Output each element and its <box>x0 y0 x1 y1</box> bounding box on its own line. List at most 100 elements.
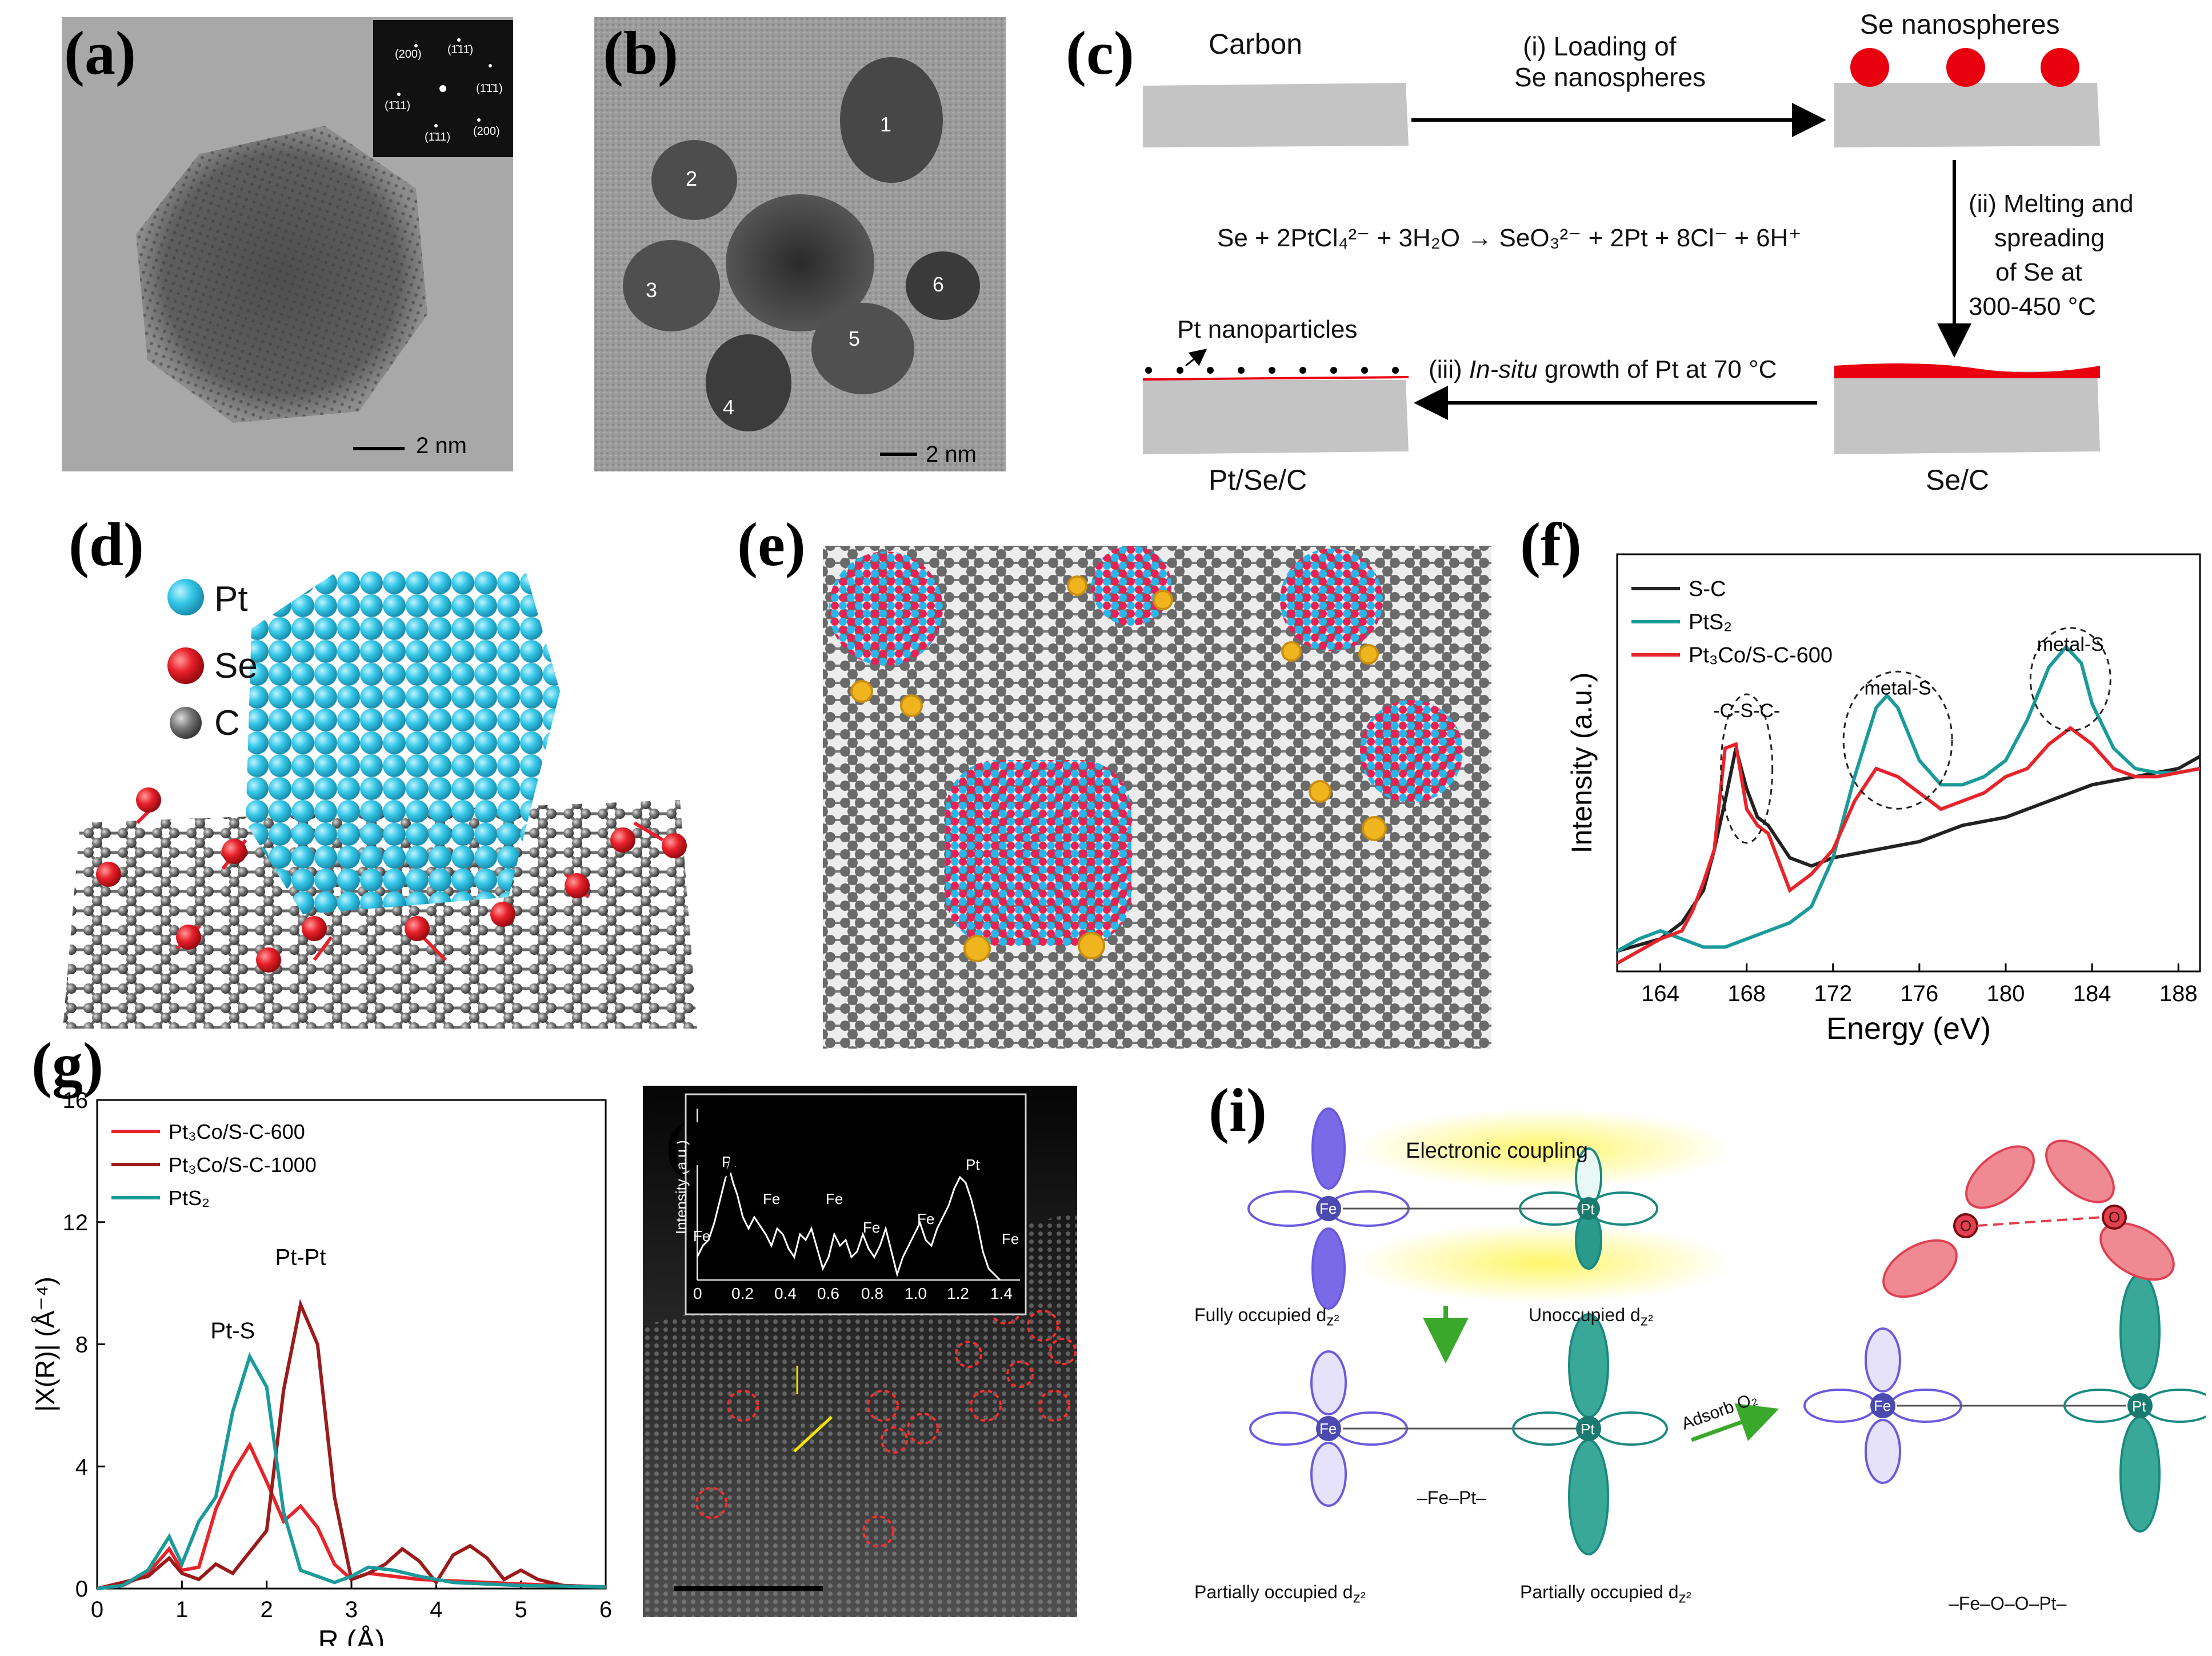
x-axis-label: R (Å) <box>318 1625 385 1646</box>
inset-peak-label: Fe <box>917 1210 935 1227</box>
annotation-label: metal-S <box>1865 677 1931 699</box>
annotation-label: -C-S-C- <box>1713 700 1780 722</box>
inset-tick: 0 <box>693 1285 702 1302</box>
inset-tick: 1.4 <box>990 1285 1013 1302</box>
fft-label: (1̄1̄1) <box>476 82 503 95</box>
fe-o-o-pt-label: –Fe–O–O–Pt– <box>1949 1593 2067 1614</box>
x-axis-label: Energy (eV) <box>1826 1011 1991 1046</box>
inset-tick: 1.0 <box>905 1285 927 1302</box>
inset-tick: 0.8 <box>861 1285 883 1302</box>
series-line <box>97 1352 606 1590</box>
panel-i-diagram: Electronic coupling Fe Pt Fully occupied… <box>1189 1086 2206 1651</box>
series-line <box>1616 644 2201 953</box>
particle-number: 3 <box>646 278 658 302</box>
step3-prefix: (iii) <box>1429 355 1469 383</box>
panel-e-letter: (e) <box>737 511 806 579</box>
o-atom-label: O <box>1960 1217 1972 1234</box>
fft-label: (1̄11̄) <box>447 43 474 56</box>
legend-label: Pt₃Co/S-C-1000 <box>169 1153 317 1177</box>
y-axis-label: |X(R)| (Å⁻⁴) <box>30 1277 60 1412</box>
legend-label: Pt₃Co/S-C-600 <box>1689 643 1833 667</box>
y-tick-label: 4 <box>75 1454 88 1479</box>
step1-label-line2: Se nanospheres <box>1514 62 1706 92</box>
step2-label-line2: spreading <box>1994 224 2105 252</box>
pt-se-c-label: Pt/Se/C <box>1209 464 1307 496</box>
fully-occupied-label: Fully occupied dz² <box>1194 1306 1339 1328</box>
annotation-label: Pt-S <box>210 1318 255 1343</box>
panel-c-letter: (c) <box>1066 19 1134 87</box>
inset-peak-label: Pt <box>966 1156 980 1173</box>
fe-atom-label: Fe <box>1319 1420 1337 1437</box>
step2-label-line4: 300-450 °C <box>1969 293 2097 321</box>
step2-label-line3: of Se at <box>1995 258 2082 286</box>
series-line <box>1616 726 2201 965</box>
se-c-label: Se/C <box>1926 464 1990 496</box>
step1-label-line1: (i) Loading of <box>1523 31 1677 61</box>
fully-occupied-sub: z² <box>1326 1311 1339 1329</box>
unoccupied-text: Unoccupied d <box>1529 1305 1641 1325</box>
y-axis-label: Intensity (a.u.) <box>1566 673 1598 854</box>
panel-i-letter: (i) <box>1209 1077 1267 1145</box>
panel-a-letter: (a) <box>64 19 136 87</box>
annotation-label: Pt-Pt <box>275 1245 326 1270</box>
panel-a-fft-inset: (200) (1̄11̄) (1̄11) (1̄1̄1) (1̄11) (200… <box>373 20 513 157</box>
inset-peak-label: Fe <box>693 1227 711 1245</box>
x-tick-label: 188 <box>2159 981 2198 1006</box>
x-tick-label: 6 <box>599 1597 612 1622</box>
legend-pt: Pt <box>214 579 248 619</box>
y-tick-label: 16 <box>63 1088 89 1113</box>
panel-b-tem-image: 1 2 3 4 5 6 2 nm <box>594 17 1006 471</box>
y-tick-label: 0 <box>75 1577 88 1602</box>
fe-atom-label: Fe <box>1874 1397 1891 1414</box>
fully-occupied-text: Fully occupied d <box>1194 1305 1327 1325</box>
legend-label: S-C <box>1689 577 1726 601</box>
x-tick-label: 172 <box>1814 981 1852 1006</box>
unoccupied-label: Unoccupied dz² <box>1529 1306 1653 1328</box>
x-tick-label: 2 <box>261 1597 273 1622</box>
panel-c-schematic: Carbon (i) Loading of Se nanospheres Se … <box>1063 0 2194 503</box>
inset-peak-label: Pt <box>722 1153 736 1170</box>
pt-atom-label: Pt <box>1581 1421 1595 1438</box>
inset-peak-label: Fe <box>826 1190 843 1207</box>
carbon-label: Carbon <box>1209 28 1302 60</box>
x-tick-label: 184 <box>2073 981 2111 1006</box>
legend-se: Se <box>214 646 258 686</box>
panel-f-letter: (f) <box>1520 511 1582 579</box>
step2-label-line1: (ii) Melting and <box>1969 190 2134 218</box>
series-line <box>97 1441 606 1590</box>
inset-peak-label: Fe <box>1002 1230 1019 1247</box>
panel-h-haadf-image: Intensity (a.u.) 0 0.2 0.4 0.6 0.8 1.0 1… <box>643 1086 1077 1617</box>
x-tick-label: 0 <box>91 1597 103 1622</box>
panel-h-letter: (h) <box>666 1111 741 1179</box>
annotation-ellipse <box>2029 627 2111 732</box>
partially-occupied-right-sub: z² <box>1678 1589 1691 1606</box>
legend-label: PtS₂ <box>169 1186 210 1210</box>
pt-atom-label: Pt <box>1581 1201 1595 1218</box>
legend-label: PtS₂ <box>1689 610 1732 634</box>
inset-tick: 0.6 <box>817 1285 839 1302</box>
step3-italic: In-situ <box>1469 355 1538 383</box>
partially-occupied-left-sub: z² <box>1353 1589 1366 1606</box>
inset-peak-label: Fe <box>863 1219 881 1236</box>
unoccupied-sub: z² <box>1640 1311 1653 1329</box>
pt-nanoparticles-label: Pt nanoparticles <box>1177 315 1358 343</box>
x-tick-label: 5 <box>515 1597 527 1622</box>
se-nanospheres-label: Se nanospheres <box>1860 10 2060 40</box>
legend-c: C <box>214 703 240 743</box>
fft-label: (200) <box>473 125 500 138</box>
legend-label: Pt₃Co/S-C-600 <box>169 1120 305 1143</box>
particle-number: 1 <box>880 113 892 136</box>
panel-g-letter: (g) <box>31 1031 103 1099</box>
particle-number: 5 <box>849 327 861 350</box>
inset-tick: 0.2 <box>731 1285 754 1302</box>
step3-label: (iii) In-situ growth of Pt at 70 °C <box>1429 357 1777 382</box>
x-tick-label: 176 <box>1901 981 1939 1006</box>
series-line <box>1617 747 2201 953</box>
panel-b-letter: (b) <box>603 19 678 87</box>
particle-number: 6 <box>933 273 945 296</box>
chart-f-svg: 164 168 172 176 180 184 188 Energy (eV) Intensit… <box>1566 553 2201 1046</box>
x-tick-label: 180 <box>1987 981 2025 1006</box>
partially-occupied-right-text: Partially occupied d <box>1520 1582 1679 1602</box>
panel-g-chart: 0 1 2 3 4 5 6 0 4 8 12 16 R (Å) |X(R)| (Å⁻⁴) Pt₃Co/S-C… <box>23 1074 634 1646</box>
